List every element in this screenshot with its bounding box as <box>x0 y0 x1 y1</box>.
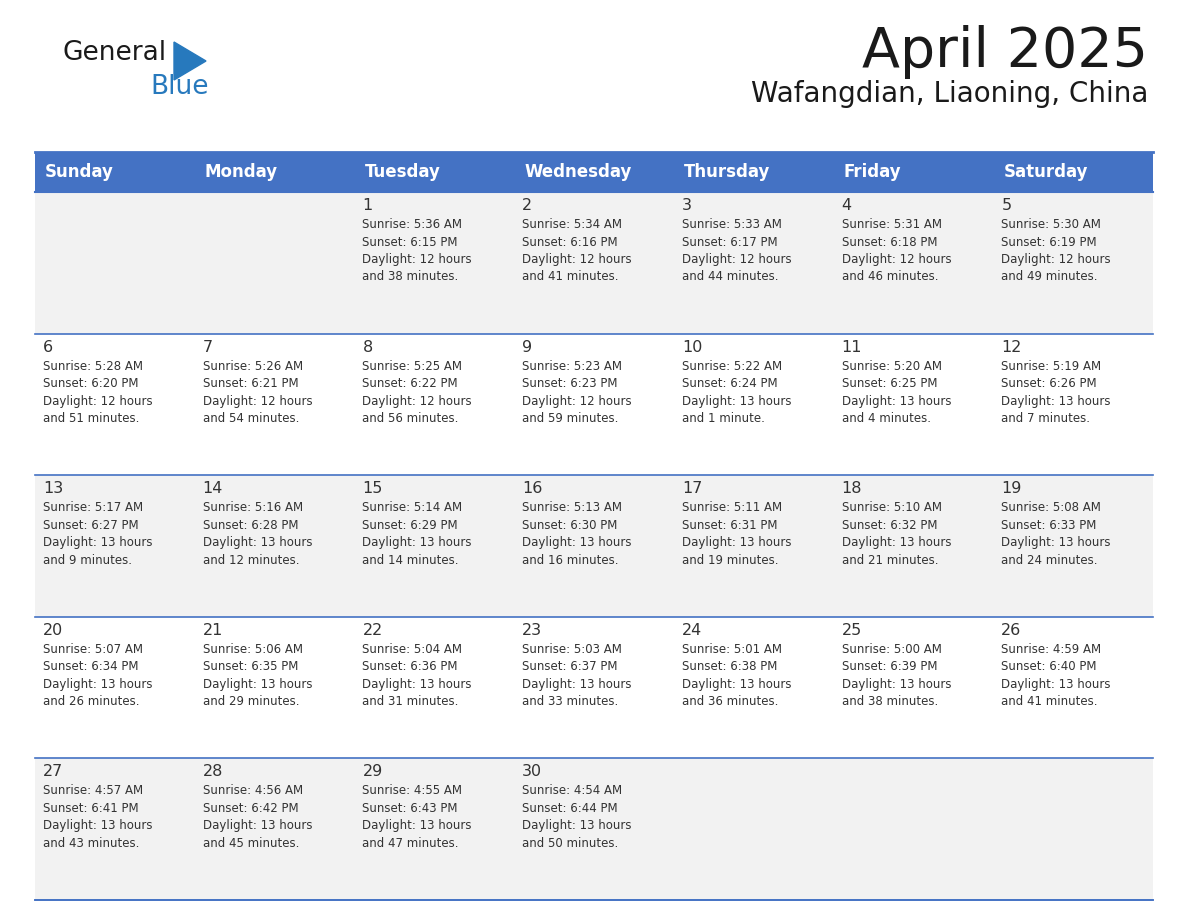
Bar <box>34 333 1154 476</box>
Text: 20: 20 <box>43 622 63 638</box>
Text: 28: 28 <box>203 765 223 779</box>
Text: 23: 23 <box>523 622 542 638</box>
Text: 26: 26 <box>1001 622 1022 638</box>
Text: Sunrise: 5:08 AM
Sunset: 6:33 PM
Daylight: 13 hours
and 24 minutes.: Sunrise: 5:08 AM Sunset: 6:33 PM Dayligh… <box>1001 501 1111 566</box>
Text: Sunrise: 5:25 AM
Sunset: 6:22 PM
Daylight: 12 hours
and 56 minutes.: Sunrise: 5:25 AM Sunset: 6:22 PM Dayligh… <box>362 360 472 425</box>
Text: April 2025: April 2025 <box>862 25 1148 79</box>
Text: 3: 3 <box>682 198 691 213</box>
Text: Tuesday: Tuesday <box>365 163 441 181</box>
Text: Thursday: Thursday <box>684 163 770 181</box>
Text: 16: 16 <box>523 481 543 497</box>
Text: 7: 7 <box>203 340 213 354</box>
Text: Sunrise: 5:01 AM
Sunset: 6:38 PM
Daylight: 13 hours
and 36 minutes.: Sunrise: 5:01 AM Sunset: 6:38 PM Dayligh… <box>682 643 791 709</box>
Text: 1: 1 <box>362 198 373 213</box>
Text: 9: 9 <box>523 340 532 354</box>
Text: Sunrise: 5:22 AM
Sunset: 6:24 PM
Daylight: 13 hours
and 1 minute.: Sunrise: 5:22 AM Sunset: 6:24 PM Dayligh… <box>682 360 791 425</box>
Text: Sunrise: 5:34 AM
Sunset: 6:16 PM
Daylight: 12 hours
and 41 minutes.: Sunrise: 5:34 AM Sunset: 6:16 PM Dayligh… <box>523 218 632 284</box>
Text: 18: 18 <box>841 481 862 497</box>
Text: Sunrise: 5:30 AM
Sunset: 6:19 PM
Daylight: 12 hours
and 49 minutes.: Sunrise: 5:30 AM Sunset: 6:19 PM Dayligh… <box>1001 218 1111 284</box>
Text: 13: 13 <box>43 481 63 497</box>
Text: Friday: Friday <box>843 163 902 181</box>
Text: 24: 24 <box>682 622 702 638</box>
Text: Sunrise: 4:57 AM
Sunset: 6:41 PM
Daylight: 13 hours
and 43 minutes.: Sunrise: 4:57 AM Sunset: 6:41 PM Dayligh… <box>43 784 152 850</box>
Text: Wednesday: Wednesday <box>524 163 632 181</box>
Text: Sunrise: 5:04 AM
Sunset: 6:36 PM
Daylight: 13 hours
and 31 minutes.: Sunrise: 5:04 AM Sunset: 6:36 PM Dayligh… <box>362 643 472 709</box>
Text: 27: 27 <box>43 765 63 779</box>
Text: Blue: Blue <box>150 74 209 100</box>
Text: Sunrise: 5:23 AM
Sunset: 6:23 PM
Daylight: 12 hours
and 59 minutes.: Sunrise: 5:23 AM Sunset: 6:23 PM Dayligh… <box>523 360 632 425</box>
Text: Sunrise: 5:26 AM
Sunset: 6:21 PM
Daylight: 12 hours
and 54 minutes.: Sunrise: 5:26 AM Sunset: 6:21 PM Dayligh… <box>203 360 312 425</box>
Text: Saturday: Saturday <box>1004 163 1088 181</box>
Text: Sunrise: 5:28 AM
Sunset: 6:20 PM
Daylight: 12 hours
and 51 minutes.: Sunrise: 5:28 AM Sunset: 6:20 PM Dayligh… <box>43 360 152 425</box>
Text: Sunrise: 5:33 AM
Sunset: 6:17 PM
Daylight: 12 hours
and 44 minutes.: Sunrise: 5:33 AM Sunset: 6:17 PM Dayligh… <box>682 218 791 284</box>
Text: Wafangdian, Liaoning, China: Wafangdian, Liaoning, China <box>751 80 1148 108</box>
Text: Sunrise: 5:19 AM
Sunset: 6:26 PM
Daylight: 13 hours
and 7 minutes.: Sunrise: 5:19 AM Sunset: 6:26 PM Dayligh… <box>1001 360 1111 425</box>
Text: 19: 19 <box>1001 481 1022 497</box>
Text: 30: 30 <box>523 765 542 779</box>
Bar <box>34 617 1154 758</box>
Text: Sunrise: 5:31 AM
Sunset: 6:18 PM
Daylight: 12 hours
and 46 minutes.: Sunrise: 5:31 AM Sunset: 6:18 PM Dayligh… <box>841 218 952 284</box>
Text: Sunrise: 5:00 AM
Sunset: 6:39 PM
Daylight: 13 hours
and 38 minutes.: Sunrise: 5:00 AM Sunset: 6:39 PM Dayligh… <box>841 643 952 709</box>
Text: Sunrise: 5:13 AM
Sunset: 6:30 PM
Daylight: 13 hours
and 16 minutes.: Sunrise: 5:13 AM Sunset: 6:30 PM Dayligh… <box>523 501 632 566</box>
Polygon shape <box>173 42 206 80</box>
Text: 12: 12 <box>1001 340 1022 354</box>
Text: Sunday: Sunday <box>45 163 114 181</box>
Text: Monday: Monday <box>204 163 278 181</box>
Text: 21: 21 <box>203 622 223 638</box>
Bar <box>34 758 1154 900</box>
Text: Sunrise: 4:54 AM
Sunset: 6:44 PM
Daylight: 13 hours
and 50 minutes.: Sunrise: 4:54 AM Sunset: 6:44 PM Dayligh… <box>523 784 632 850</box>
Text: 25: 25 <box>841 622 861 638</box>
Text: Sunrise: 4:55 AM
Sunset: 6:43 PM
Daylight: 13 hours
and 47 minutes.: Sunrise: 4:55 AM Sunset: 6:43 PM Dayligh… <box>362 784 472 850</box>
Text: 8: 8 <box>362 340 373 354</box>
Text: 11: 11 <box>841 340 862 354</box>
Text: Sunrise: 5:20 AM
Sunset: 6:25 PM
Daylight: 13 hours
and 4 minutes.: Sunrise: 5:20 AM Sunset: 6:25 PM Dayligh… <box>841 360 952 425</box>
Text: Sunrise: 5:16 AM
Sunset: 6:28 PM
Daylight: 13 hours
and 12 minutes.: Sunrise: 5:16 AM Sunset: 6:28 PM Dayligh… <box>203 501 312 566</box>
Text: 4: 4 <box>841 198 852 213</box>
Text: Sunrise: 5:11 AM
Sunset: 6:31 PM
Daylight: 13 hours
and 19 minutes.: Sunrise: 5:11 AM Sunset: 6:31 PM Dayligh… <box>682 501 791 566</box>
Text: 14: 14 <box>203 481 223 497</box>
Text: Sunrise: 5:10 AM
Sunset: 6:32 PM
Daylight: 13 hours
and 21 minutes.: Sunrise: 5:10 AM Sunset: 6:32 PM Dayligh… <box>841 501 952 566</box>
Text: 5: 5 <box>1001 198 1011 213</box>
Text: 6: 6 <box>43 340 53 354</box>
Text: General: General <box>62 40 166 66</box>
Text: Sunrise: 4:59 AM
Sunset: 6:40 PM
Daylight: 13 hours
and 41 minutes.: Sunrise: 4:59 AM Sunset: 6:40 PM Dayligh… <box>1001 643 1111 709</box>
Bar <box>34 476 1154 617</box>
Text: Sunrise: 5:14 AM
Sunset: 6:29 PM
Daylight: 13 hours
and 14 minutes.: Sunrise: 5:14 AM Sunset: 6:29 PM Dayligh… <box>362 501 472 566</box>
Bar <box>34 192 1154 333</box>
Text: 10: 10 <box>682 340 702 354</box>
Text: Sunrise: 4:56 AM
Sunset: 6:42 PM
Daylight: 13 hours
and 45 minutes.: Sunrise: 4:56 AM Sunset: 6:42 PM Dayligh… <box>203 784 312 850</box>
Text: Sunrise: 5:07 AM
Sunset: 6:34 PM
Daylight: 13 hours
and 26 minutes.: Sunrise: 5:07 AM Sunset: 6:34 PM Dayligh… <box>43 643 152 709</box>
Bar <box>34 152 1154 192</box>
Text: 29: 29 <box>362 765 383 779</box>
Text: 2: 2 <box>523 198 532 213</box>
Text: 15: 15 <box>362 481 383 497</box>
Text: 17: 17 <box>682 481 702 497</box>
Text: 22: 22 <box>362 622 383 638</box>
Text: Sunrise: 5:36 AM
Sunset: 6:15 PM
Daylight: 12 hours
and 38 minutes.: Sunrise: 5:36 AM Sunset: 6:15 PM Dayligh… <box>362 218 472 284</box>
Text: Sunrise: 5:06 AM
Sunset: 6:35 PM
Daylight: 13 hours
and 29 minutes.: Sunrise: 5:06 AM Sunset: 6:35 PM Dayligh… <box>203 643 312 709</box>
Text: Sunrise: 5:03 AM
Sunset: 6:37 PM
Daylight: 13 hours
and 33 minutes.: Sunrise: 5:03 AM Sunset: 6:37 PM Dayligh… <box>523 643 632 709</box>
Text: Sunrise: 5:17 AM
Sunset: 6:27 PM
Daylight: 13 hours
and 9 minutes.: Sunrise: 5:17 AM Sunset: 6:27 PM Dayligh… <box>43 501 152 566</box>
